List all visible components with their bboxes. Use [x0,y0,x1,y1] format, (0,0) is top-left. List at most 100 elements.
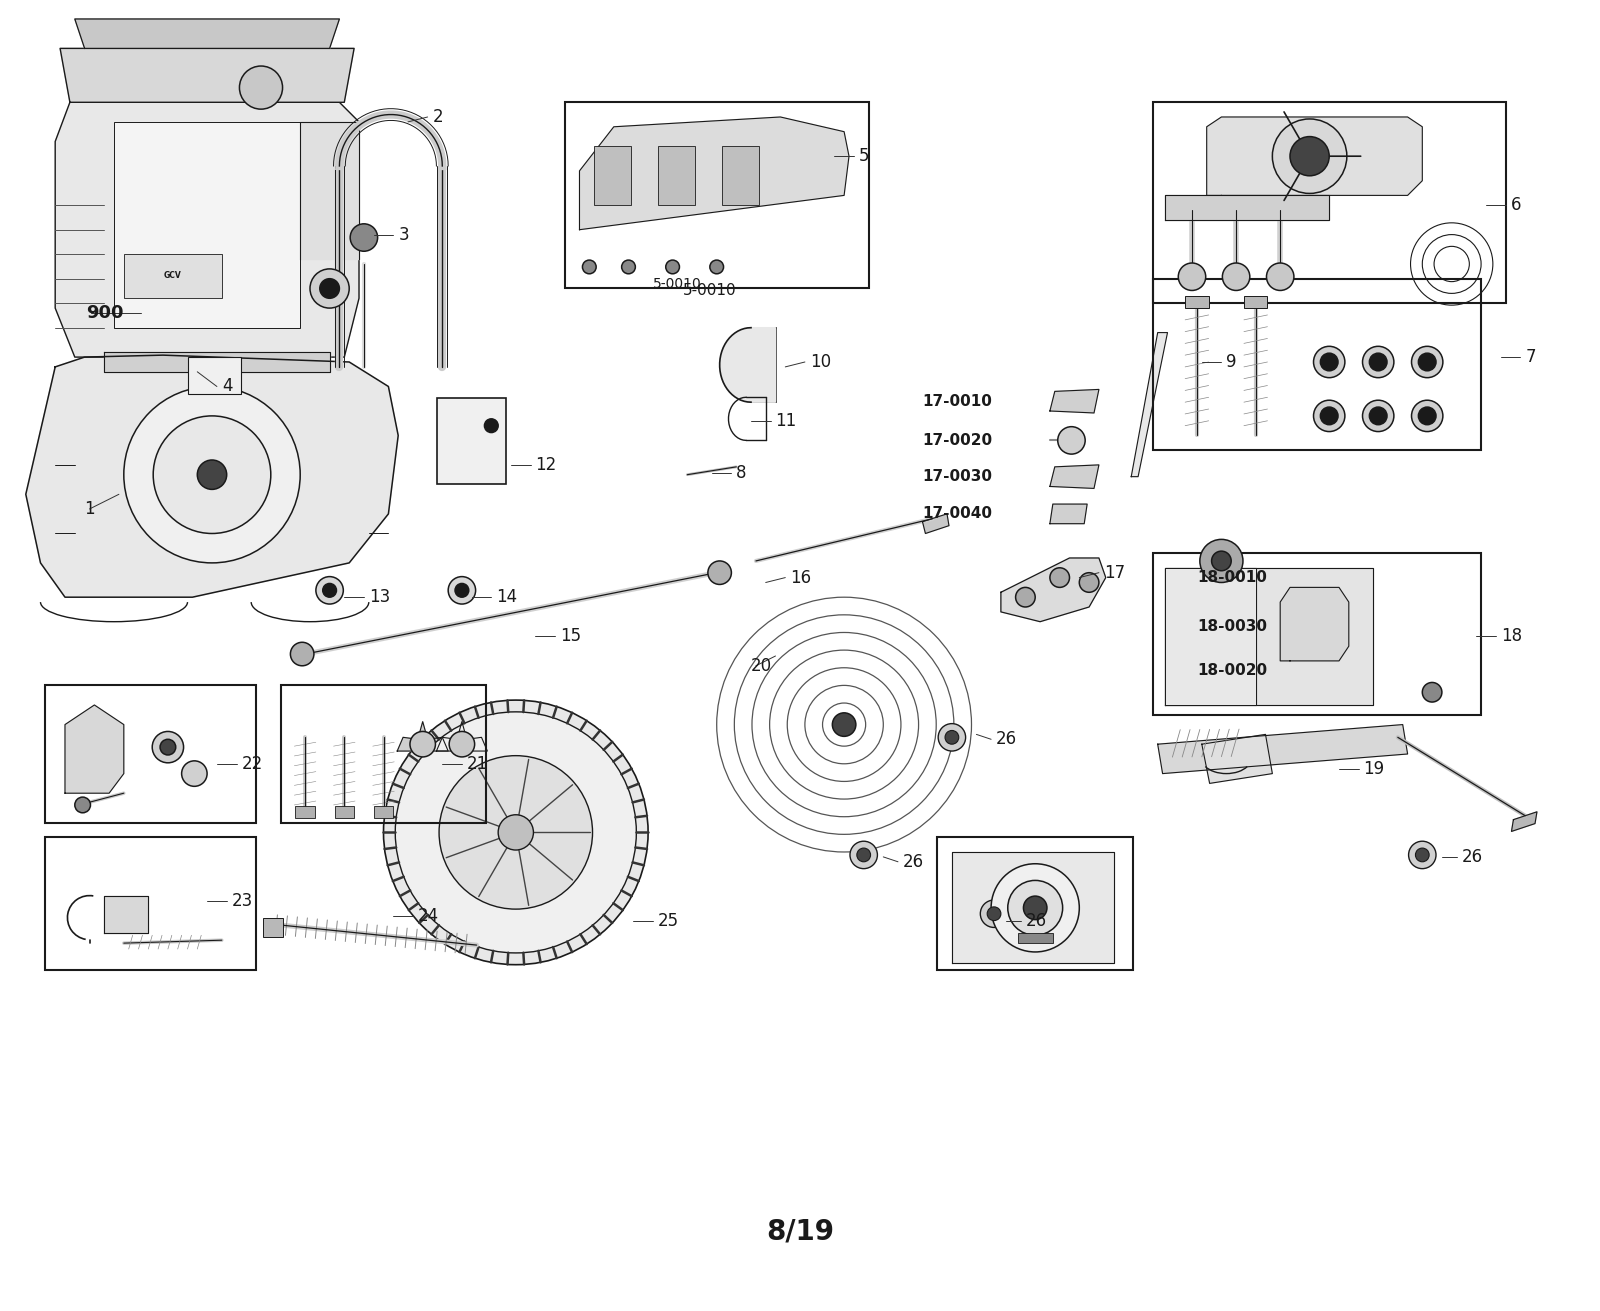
Polygon shape [952,852,1114,962]
Polygon shape [1050,389,1099,413]
Circle shape [448,577,475,604]
Bar [565,102,869,288]
Bar [114,122,301,328]
Circle shape [310,269,349,308]
Circle shape [1016,587,1035,607]
Bar [45,686,256,822]
Polygon shape [1131,333,1168,477]
Circle shape [152,732,184,763]
Text: 5-0010: 5-0010 [682,283,736,298]
Circle shape [1222,264,1250,291]
Circle shape [850,842,877,869]
Circle shape [582,260,597,274]
Bar [1186,296,1208,308]
Text: 19: 19 [1363,759,1384,777]
Circle shape [154,416,270,534]
Circle shape [240,66,283,109]
Bar [262,918,283,937]
Circle shape [498,814,533,850]
Polygon shape [75,18,339,49]
Circle shape [1050,568,1069,587]
Text: 8: 8 [736,464,747,481]
Polygon shape [437,721,488,751]
Bar [280,686,486,822]
Circle shape [320,279,339,299]
Circle shape [832,713,856,737]
Bar [1165,568,1256,705]
Polygon shape [1158,725,1408,773]
Text: 11: 11 [776,412,797,430]
Text: GCV: GCV [163,271,182,281]
Text: 6: 6 [1510,197,1522,214]
Bar [334,806,354,818]
Bar [123,254,222,299]
Text: 22: 22 [242,755,262,772]
Circle shape [710,260,723,274]
Circle shape [1411,346,1443,378]
Text: 26: 26 [1026,911,1046,929]
Circle shape [1363,346,1394,378]
Bar [187,357,242,395]
Polygon shape [1165,195,1330,220]
Polygon shape [1050,465,1099,489]
Polygon shape [1050,505,1086,523]
Text: 7: 7 [1525,349,1536,366]
Circle shape [1314,346,1346,378]
Text: 18-0030: 18-0030 [1197,619,1267,635]
Circle shape [987,907,1002,920]
Circle shape [75,797,91,813]
Circle shape [1314,400,1346,431]
Text: 24: 24 [418,907,438,924]
Circle shape [1363,400,1394,431]
Circle shape [1267,264,1294,291]
Text: 18-0010: 18-0010 [1197,570,1267,585]
Text: 13: 13 [368,589,390,606]
Circle shape [450,732,475,756]
Polygon shape [104,353,330,372]
Text: 17: 17 [1104,564,1125,582]
Text: 3: 3 [398,225,410,244]
Circle shape [1200,539,1243,582]
Polygon shape [397,721,448,751]
Bar [1018,933,1053,943]
Text: 5-0010: 5-0010 [653,277,702,291]
Text: 16: 16 [790,569,811,586]
Circle shape [1058,426,1085,454]
Circle shape [1290,136,1330,176]
Text: 14: 14 [496,589,517,606]
Circle shape [858,848,870,861]
Text: 20: 20 [750,657,773,675]
Polygon shape [579,117,850,229]
Polygon shape [26,355,398,598]
Polygon shape [66,705,123,793]
Polygon shape [1202,734,1272,784]
Circle shape [123,387,301,562]
Text: 5: 5 [859,147,869,165]
Bar [296,806,315,818]
Bar [437,399,506,485]
Circle shape [707,561,731,585]
Circle shape [454,583,469,598]
Bar [1152,102,1506,303]
Bar [45,838,256,970]
Text: 15: 15 [560,628,581,645]
Circle shape [1418,408,1437,425]
Bar [722,147,758,206]
Circle shape [1408,842,1437,869]
Circle shape [666,260,680,274]
Polygon shape [61,49,354,102]
Circle shape [622,260,635,274]
Polygon shape [104,897,149,933]
Circle shape [1416,848,1429,861]
Circle shape [197,460,227,489]
Circle shape [315,577,344,604]
Text: 17-0020: 17-0020 [923,433,992,448]
Circle shape [350,224,378,252]
Text: 10: 10 [810,353,830,371]
Text: 23: 23 [232,891,253,910]
Circle shape [1370,353,1387,371]
Bar [374,806,394,818]
Circle shape [410,732,435,756]
Polygon shape [301,122,358,260]
Text: 4: 4 [222,378,232,396]
